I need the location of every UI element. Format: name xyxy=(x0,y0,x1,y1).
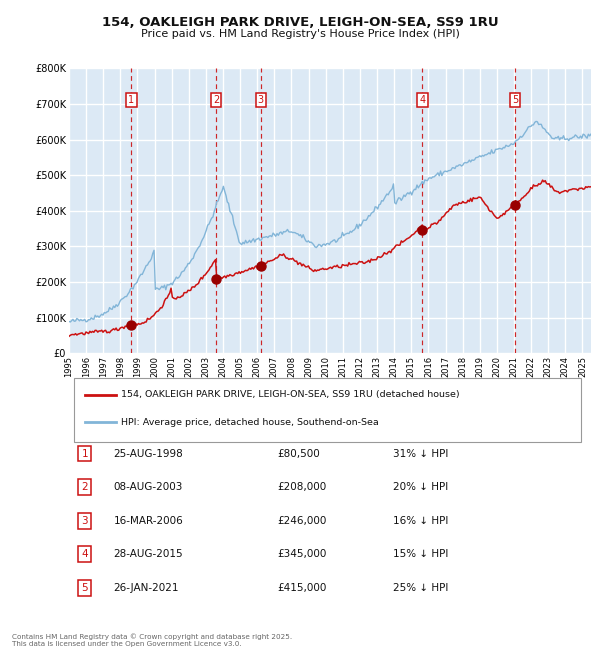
Text: 25% ↓ HPI: 25% ↓ HPI xyxy=(392,583,448,593)
Text: 15% ↓ HPI: 15% ↓ HPI xyxy=(392,549,448,559)
Text: 1: 1 xyxy=(82,448,88,458)
Text: Price paid vs. HM Land Registry's House Price Index (HPI): Price paid vs. HM Land Registry's House … xyxy=(140,29,460,39)
Text: 2: 2 xyxy=(82,482,88,492)
Text: 28-AUG-2015: 28-AUG-2015 xyxy=(113,549,183,559)
Text: 25-AUG-1998: 25-AUG-1998 xyxy=(113,448,183,458)
Text: 26-JAN-2021: 26-JAN-2021 xyxy=(113,583,179,593)
Text: HPI: Average price, detached house, Southend-on-Sea: HPI: Average price, detached house, Sout… xyxy=(121,418,379,427)
Text: 1: 1 xyxy=(128,96,134,105)
Text: £415,000: £415,000 xyxy=(278,583,327,593)
Text: 20% ↓ HPI: 20% ↓ HPI xyxy=(392,482,448,492)
Text: 3: 3 xyxy=(258,96,264,105)
Text: 16-MAR-2006: 16-MAR-2006 xyxy=(113,515,183,526)
Text: £208,000: £208,000 xyxy=(278,482,327,492)
Text: 4: 4 xyxy=(82,549,88,559)
Text: 4: 4 xyxy=(419,96,425,105)
Text: 08-AUG-2003: 08-AUG-2003 xyxy=(113,482,183,492)
Text: 3: 3 xyxy=(82,515,88,526)
FancyBboxPatch shape xyxy=(74,378,581,441)
Text: Contains HM Land Registry data © Crown copyright and database right 2025.
This d: Contains HM Land Registry data © Crown c… xyxy=(12,633,292,647)
Text: £246,000: £246,000 xyxy=(278,515,327,526)
Text: 31% ↓ HPI: 31% ↓ HPI xyxy=(392,448,448,458)
Text: 154, OAKLEIGH PARK DRIVE, LEIGH-ON-SEA, SS9 1RU: 154, OAKLEIGH PARK DRIVE, LEIGH-ON-SEA, … xyxy=(101,16,499,29)
Text: 154, OAKLEIGH PARK DRIVE, LEIGH-ON-SEA, SS9 1RU (detached house): 154, OAKLEIGH PARK DRIVE, LEIGH-ON-SEA, … xyxy=(121,390,460,399)
Text: 5: 5 xyxy=(512,96,518,105)
Text: 5: 5 xyxy=(82,583,88,593)
Text: £80,500: £80,500 xyxy=(278,448,320,458)
Text: £345,000: £345,000 xyxy=(278,549,327,559)
Text: 2: 2 xyxy=(213,96,220,105)
Text: 16% ↓ HPI: 16% ↓ HPI xyxy=(392,515,448,526)
